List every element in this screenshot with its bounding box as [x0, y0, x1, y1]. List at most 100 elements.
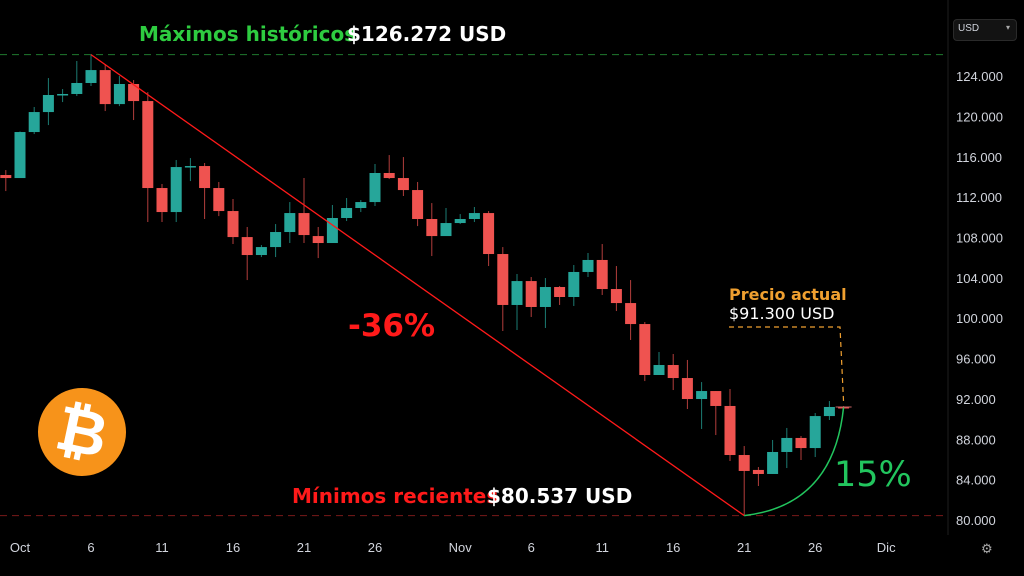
candle: [539, 278, 551, 328]
candle-body: [511, 281, 523, 305]
candle-body: [440, 223, 452, 237]
candle: [113, 76, 125, 107]
candle: [568, 265, 580, 306]
candle: [483, 211, 495, 267]
candle-body: [696, 391, 708, 400]
candle-body: [795, 437, 807, 449]
ath-label: Máximos históricos: [139, 22, 357, 46]
candle-body: [99, 70, 111, 105]
candle-body: [426, 219, 438, 237]
candle-body: [625, 303, 637, 325]
low-label: Mínimos recientes: [292, 484, 499, 508]
time-axis[interactable]: Oct 6 11 16 21 26 Nov 6 11 16 21 26 Dic: [10, 540, 896, 555]
candle: [596, 244, 608, 295]
candle: [227, 199, 239, 245]
candle-body: [85, 70, 97, 83]
candle-body: [483, 213, 495, 255]
candle: [383, 155, 395, 180]
candle-body: [454, 219, 466, 224]
candle-body: [227, 211, 239, 238]
candle-body: [412, 190, 424, 220]
current-price-pointer: [729, 326, 845, 404]
price-tick-label: 116.000: [956, 150, 1002, 165]
price-tick-label: 100.000: [956, 311, 1003, 326]
candle: [99, 64, 111, 112]
candle-body: [397, 178, 409, 191]
candle-body: [142, 101, 154, 189]
time-tick-label: 16: [666, 540, 680, 555]
candle-body: [752, 469, 764, 474]
candle: [341, 198, 353, 222]
rebound-percentage: 15%: [834, 455, 912, 495]
candle: [71, 60, 83, 97]
bitcoin-icon: ₿: [49, 390, 115, 473]
candle-body: [369, 172, 381, 203]
candle: [241, 226, 253, 281]
drop-trend-line: [90, 54, 745, 517]
candle: [511, 273, 523, 330]
time-tick-label: 21: [737, 540, 751, 555]
candle-body: [525, 281, 537, 307]
time-tick-label: 11: [155, 540, 169, 555]
candle: [128, 80, 140, 121]
candle-body: [639, 324, 651, 375]
candle: [738, 446, 750, 516]
candle-body: [497, 254, 509, 305]
candle: [795, 436, 807, 460]
candle-body: [312, 236, 324, 244]
time-tick-label: 6: [87, 540, 94, 555]
candle: [397, 157, 409, 197]
candle-body: [681, 378, 693, 400]
price-tick-label: 96.000: [956, 352, 996, 367]
price-tick-label: 104.000: [956, 271, 1003, 286]
candle: [412, 181, 424, 227]
candle: [426, 203, 438, 257]
candle-body: [270, 232, 282, 248]
candle-body: [71, 82, 83, 94]
candle: [639, 322, 651, 382]
candle: [298, 178, 310, 244]
candle: [525, 277, 537, 317]
chevron-down-icon: ▾: [1005, 23, 1010, 32]
candle-body: [823, 406, 835, 417]
candle: [710, 391, 722, 436]
price-tick-label: 80.000: [956, 513, 996, 528]
candle-body: [582, 259, 594, 272]
candle-body: [554, 287, 566, 298]
candle: [823, 401, 835, 420]
candle-body: [128, 84, 140, 102]
price-tick-label: 108.000: [956, 230, 1003, 245]
candle-body: [14, 132, 26, 179]
candle: [440, 208, 452, 237]
price-tick-label: 88.000: [956, 432, 996, 447]
candles-group: [0, 54, 850, 516]
time-tick-label: 16: [226, 540, 240, 555]
candle-body: [383, 172, 395, 179]
price-axis[interactable]: 80.000 84.000 88.000 92.000 96.000 100.000 104…: [956, 69, 1003, 528]
candle-body: [738, 455, 750, 471]
candle-body: [809, 416, 821, 449]
price-tick-label: 120.000: [956, 109, 1003, 124]
candle-body: [341, 208, 353, 218]
candle-body: [710, 391, 722, 406]
candle-body: [568, 271, 580, 298]
candle: [184, 158, 196, 182]
candle-body: [184, 166, 196, 168]
candle-body: [667, 365, 679, 379]
candle: [681, 359, 693, 410]
candle-body: [170, 167, 182, 213]
candle: [156, 183, 168, 223]
candle: [28, 107, 40, 135]
ath-value: $126.272 USD: [347, 22, 507, 46]
currency-selector[interactable]: USD ▾: [953, 19, 1017, 41]
price-tick-label: 92.000: [956, 392, 996, 407]
candle: [255, 245, 267, 258]
candle: [653, 351, 665, 375]
candle-body: [767, 451, 779, 474]
time-tick-label: Nov: [449, 540, 473, 555]
time-tick-label: Oct: [10, 540, 31, 555]
candle: [582, 253, 594, 278]
candle-body: [653, 365, 665, 375]
price-tick-label: 124.000: [956, 69, 1003, 84]
gear-icon[interactable]: ⚙: [981, 541, 993, 556]
